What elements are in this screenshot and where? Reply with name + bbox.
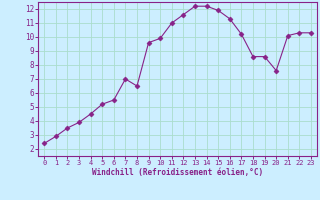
X-axis label: Windchill (Refroidissement éolien,°C): Windchill (Refroidissement éolien,°C) [92, 168, 263, 177]
